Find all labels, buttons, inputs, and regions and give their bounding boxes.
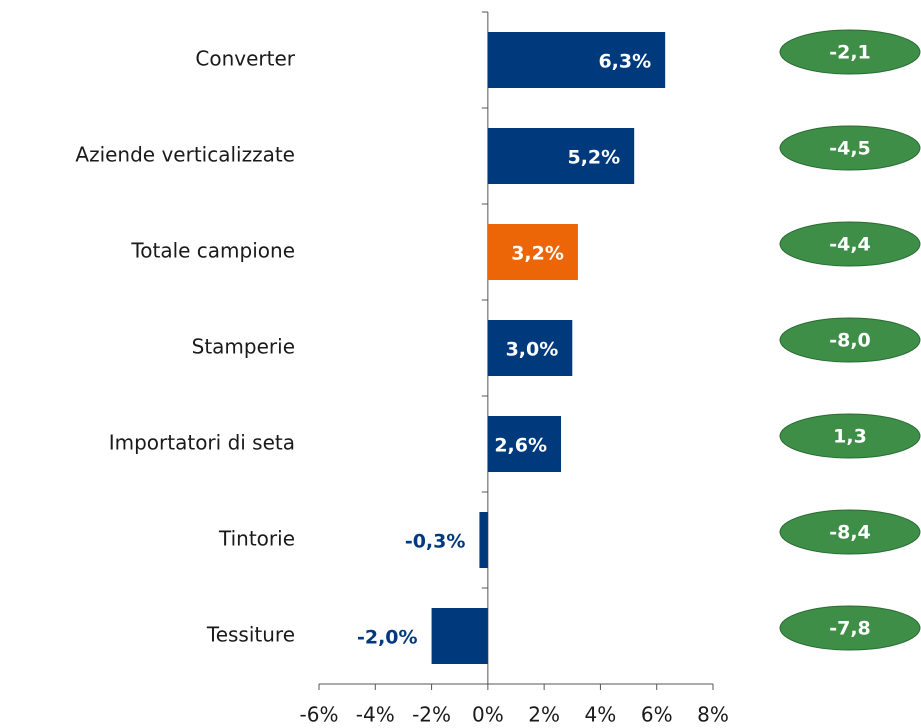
x-tick-label: -6%: [300, 703, 339, 727]
category-label: Totale campione: [130, 239, 295, 263]
x-tick-label: 2%: [528, 703, 560, 727]
category-label: Tessiture: [206, 623, 295, 647]
category-label: Converter: [195, 47, 295, 71]
side-badge: [779, 317, 921, 363]
x-tick-label: -4%: [356, 703, 395, 727]
side-label: 1,3: [833, 426, 867, 448]
value-label: 5,2%: [567, 147, 620, 169]
category-label: Aziende verticalizzate: [75, 143, 295, 167]
bar: [431, 608, 488, 664]
side-label: -8,4: [829, 522, 871, 544]
x-tick-label: 8%: [697, 703, 729, 727]
side-badge: [779, 221, 921, 267]
value-label: 3,0%: [506, 339, 559, 361]
category-label: Importatori di seta: [109, 431, 295, 455]
side-badge: [779, 29, 921, 75]
value-label: -2,0%: [357, 627, 418, 649]
value-label: 6,3%: [598, 51, 651, 73]
side-label: -8,0: [829, 330, 871, 352]
x-tick-label: -2%: [412, 703, 451, 727]
bar: [487, 128, 635, 184]
category-label: Tintorie: [218, 527, 295, 551]
side-badge: [779, 413, 921, 459]
side-badge: [779, 509, 921, 555]
category-label: Stamperie: [192, 335, 295, 359]
x-tick-label: 4%: [585, 703, 617, 727]
bar: [487, 320, 573, 376]
bar: [487, 224, 578, 280]
bar: [479, 512, 488, 568]
side-badge: [779, 125, 921, 171]
side-label: -4,4: [829, 234, 871, 256]
side-label: -7,8: [829, 618, 871, 640]
side-label: -4,5: [829, 138, 871, 160]
side-label: -2,1: [829, 42, 871, 64]
value-label: 2,6%: [494, 435, 547, 457]
bar: [487, 416, 562, 472]
value-label: 3,2%: [511, 243, 564, 265]
side-badge: [779, 605, 921, 651]
value-label: -0,3%: [405, 531, 466, 553]
x-tick-label: 0%: [472, 703, 504, 727]
x-tick-label: 6%: [641, 703, 673, 727]
bar: [487, 32, 666, 88]
